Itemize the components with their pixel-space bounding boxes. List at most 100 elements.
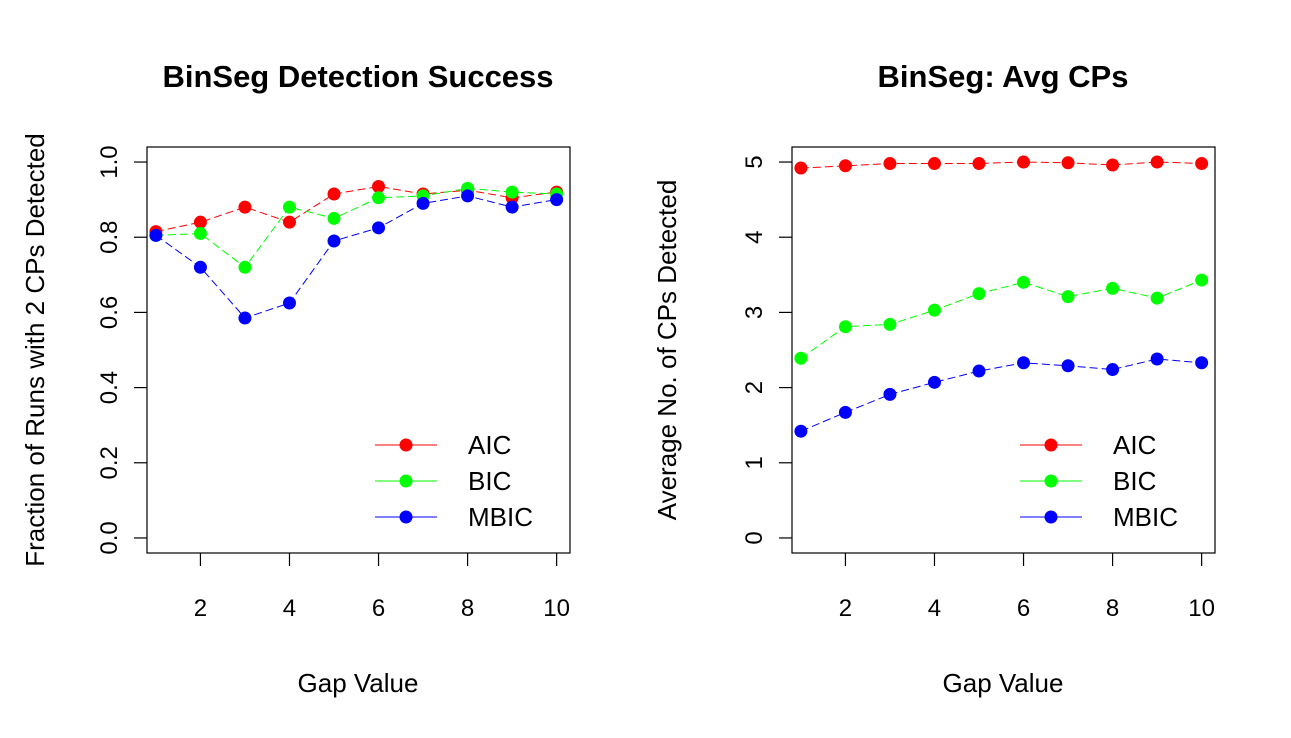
- x-tick-label: 10: [543, 595, 570, 622]
- data-point-bic: [883, 317, 897, 331]
- data-point-aic: [838, 159, 852, 173]
- legend-label: MBIC: [468, 502, 533, 532]
- legend-label: BIC: [1113, 466, 1156, 496]
- data-point-mbic: [972, 364, 986, 378]
- data-point-bic: [1150, 291, 1164, 305]
- x-tick-label: 8: [461, 595, 474, 622]
- data-point-aic: [238, 200, 252, 214]
- data-point-bic: [1195, 273, 1209, 287]
- chart-title: BinSeg Detection Success: [162, 59, 553, 94]
- data-point-mbic: [461, 189, 475, 203]
- x-tick-label: 2: [839, 595, 852, 622]
- series-line-bic: [800, 279, 1202, 359]
- data-point-mbic: [838, 405, 852, 419]
- data-point-mbic: [1061, 359, 1075, 373]
- data-point-mbic: [794, 424, 808, 438]
- data-point-mbic: [193, 260, 207, 274]
- data-point-bic: [327, 211, 341, 225]
- y-axis: 0.0 0.2 0.4 0.6 0.8 1.0: [96, 145, 147, 555]
- data-point-aic: [372, 179, 386, 193]
- data-point-aic: [1150, 155, 1164, 169]
- data-point-bic: [838, 320, 852, 334]
- series-aic: [149, 179, 564, 239]
- data-point-aic: [1017, 155, 1031, 169]
- data-point-mbic: [238, 311, 252, 325]
- series-line-mbic: [800, 358, 1202, 432]
- legend-label: AIC: [1113, 430, 1156, 460]
- data-point-bic: [193, 226, 207, 240]
- data-point-mbic: [149, 228, 163, 242]
- x-tick-label: 8: [1106, 595, 1119, 622]
- data-point-aic: [327, 187, 341, 201]
- legend-item-mbic: MBIC: [1020, 502, 1178, 532]
- y-tick-label: 4: [741, 231, 768, 244]
- plot-frame: [146, 146, 571, 554]
- data-point-mbic: [1017, 356, 1031, 370]
- y-axis: 0 1 2 3 4 5: [741, 155, 792, 545]
- data-point-aic: [193, 215, 207, 229]
- data-point-bic: [794, 351, 808, 365]
- series-line-bic: [155, 187, 557, 269]
- y-tick-label: 0.2: [96, 446, 123, 479]
- data-point-aic: [883, 157, 897, 171]
- legend-item-mbic: MBIC: [375, 502, 533, 532]
- plot-frame: [791, 146, 1216, 554]
- data-point-mbic: [883, 387, 897, 401]
- data-point-bic: [505, 185, 519, 199]
- x-axis-label: Gap Value: [943, 668, 1064, 698]
- data-point-aic: [1106, 158, 1120, 172]
- data-point-bic: [282, 200, 296, 214]
- data-point-bic: [1017, 275, 1031, 289]
- data-point-bic: [238, 260, 252, 274]
- data-point-aic: [927, 157, 941, 171]
- data-point-aic: [1061, 156, 1075, 170]
- data-point-mbic: [327, 234, 341, 248]
- series-bic: [794, 273, 1209, 365]
- legend-marker: [1044, 474, 1058, 488]
- data-point-mbic: [927, 375, 941, 389]
- y-tick-label: 2: [741, 381, 768, 394]
- data-point-mbic: [1150, 352, 1164, 366]
- legend-marker: [1044, 438, 1058, 452]
- x-tick-label: 10: [1188, 595, 1215, 622]
- y-tick-label: 1.0: [96, 145, 123, 178]
- x-tick-label: 6: [372, 595, 385, 622]
- chart-panel-avg-cps: BinSeg: Avg CPs Gap Value Average No. of…: [652, 59, 1216, 698]
- legend-marker: [1044, 510, 1058, 524]
- y-tick-label: 0.8: [96, 221, 123, 254]
- legend-label: AIC: [468, 430, 511, 460]
- data-point-mbic: [1195, 356, 1209, 370]
- data-point-bic: [1106, 281, 1120, 295]
- y-tick-label: 3: [741, 306, 768, 319]
- legend-label: BIC: [468, 466, 511, 496]
- data-point-aic: [794, 161, 808, 175]
- data-point-mbic: [282, 296, 296, 310]
- data-point-mbic: [372, 221, 386, 235]
- legend-label: MBIC: [1113, 502, 1178, 532]
- series-aic: [794, 155, 1209, 175]
- data-point-bic: [972, 287, 986, 301]
- y-tick-label: 1: [741, 456, 768, 469]
- data-point-aic: [972, 157, 986, 171]
- legend-marker: [399, 510, 413, 524]
- data-point-mbic: [1106, 363, 1120, 377]
- x-tick-label: 2: [194, 595, 207, 622]
- y-tick-label: 0.0: [96, 521, 123, 554]
- chart-panel-detection-success: BinSeg Detection Success Gap Value Fract…: [20, 59, 571, 698]
- x-axis: 2 4 6 8 10: [839, 553, 1215, 622]
- data-point-mbic: [416, 196, 430, 210]
- x-tick-label: 6: [1017, 595, 1030, 622]
- data-point-bic: [372, 191, 386, 205]
- legend: AIC BIC MBIC: [375, 430, 533, 532]
- legend-item-bic: BIC: [375, 466, 511, 496]
- x-axis-label: Gap Value: [298, 668, 419, 698]
- series-group: [794, 155, 1209, 438]
- legend-marker: [399, 438, 413, 452]
- y-axis-label: Fraction of Runs with 2 CPs Detected: [20, 133, 50, 567]
- series-mbic: [794, 352, 1209, 438]
- y-tick-label: 0.6: [96, 296, 123, 329]
- x-tick-label: 4: [928, 595, 941, 622]
- legend-marker: [399, 474, 413, 488]
- series-line-aic: [800, 161, 1202, 169]
- data-point-mbic: [505, 200, 519, 214]
